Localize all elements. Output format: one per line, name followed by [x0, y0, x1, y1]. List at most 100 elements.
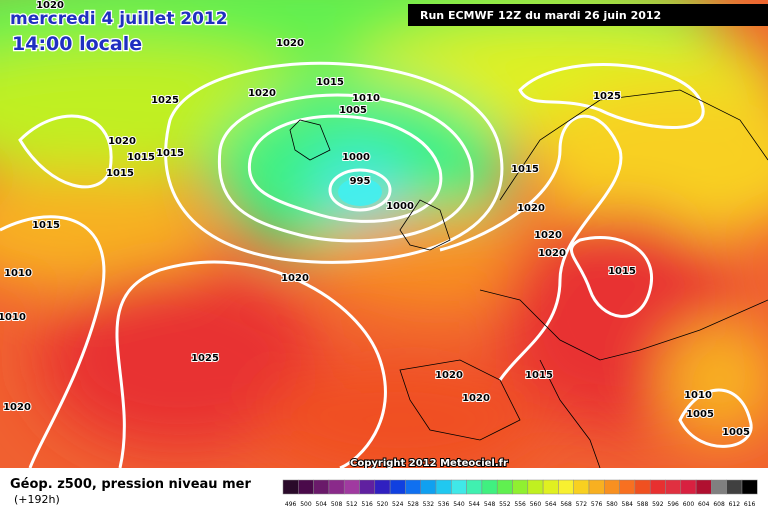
isobar-label: 1015	[106, 168, 134, 179]
isobar-label: 1000	[386, 201, 414, 212]
isobar-label: 1025	[593, 91, 621, 102]
scale-swatch	[711, 479, 727, 495]
isobar-label: 1025	[151, 95, 179, 106]
scale-swatch	[558, 479, 574, 495]
scale-label: 540	[453, 501, 465, 508]
isobar-label: 1015	[316, 77, 344, 88]
lead-time: (+192h)	[14, 493, 60, 506]
scale-swatch	[420, 479, 437, 495]
scale-swatch	[405, 479, 421, 495]
scale-swatch	[649, 479, 666, 495]
scale-label: 500	[300, 501, 312, 508]
scale-swatch	[680, 479, 697, 495]
scale-swatch	[604, 479, 620, 495]
scale-label: 584	[622, 501, 634, 508]
scale-label: 572	[576, 501, 588, 508]
run-info: Run ECMWF 12Z du mardi 26 juin 2012	[420, 9, 661, 22]
isobar-label: 1020	[517, 203, 545, 214]
scale-label: 608	[713, 501, 725, 508]
scale-swatch	[634, 479, 651, 495]
scale-label: 580	[606, 501, 618, 508]
isobar-label: 1015	[511, 164, 539, 175]
isobar-label: 1020	[276, 38, 304, 49]
scale-swatch	[741, 479, 758, 495]
isobar-label: 1020	[3, 402, 31, 413]
isobar-label: 1010	[684, 390, 712, 401]
isobars	[0, 61, 753, 468]
isobar-label: 1020	[435, 370, 463, 381]
isobar-label: 1015	[156, 148, 184, 159]
scale-swatch	[328, 479, 345, 495]
run-box	[408, 4, 768, 26]
isobar-label: 1005	[686, 409, 714, 420]
isobar-label: 1005	[339, 105, 367, 116]
scale-swatch	[573, 479, 590, 495]
scale-swatch	[726, 479, 743, 495]
scale-swatch	[512, 479, 529, 495]
scale-swatch	[619, 479, 636, 495]
scale-swatch	[466, 479, 483, 495]
scale-label: 548	[484, 501, 496, 508]
scale-swatch	[359, 479, 376, 495]
isobar-label: 1020	[462, 393, 490, 404]
scale-swatch	[481, 479, 498, 495]
isobar-label: 1000	[342, 152, 370, 163]
scale-swatch	[435, 479, 452, 495]
scale-swatch	[542, 479, 559, 495]
scale-label: 600	[683, 501, 695, 508]
copyright: Copyright 2012 Meteociel.fr	[350, 458, 508, 469]
scale-swatch	[665, 479, 682, 495]
isobar-label: 995	[350, 176, 371, 187]
scale-label: 592	[652, 501, 664, 508]
scale-swatch	[298, 479, 314, 495]
scale-label: 560	[530, 501, 542, 508]
isobar-label: 1020	[281, 273, 309, 284]
isobar-label: 1020	[534, 230, 562, 241]
isobar-label: 1020	[538, 248, 566, 259]
scale-label: 496	[285, 501, 297, 508]
scale-swatch	[496, 479, 513, 495]
isobar-label: 1015	[127, 152, 155, 163]
scale-label: 568	[560, 501, 572, 508]
field	[0, 0, 768, 468]
isobar-label: 1005	[722, 427, 750, 438]
scale-label: 524	[392, 501, 404, 508]
legend-title: Géop. z500, pression niveau mer	[10, 477, 251, 492]
isobar-label: 1015	[32, 220, 60, 231]
isobar-label: 1010	[0, 312, 26, 323]
date-title: mercredi 4 juillet 2012	[10, 9, 228, 29]
scale-swatch	[451, 479, 467, 495]
scale-swatch	[313, 479, 330, 495]
scale-label: 520	[377, 501, 389, 508]
time-title: 14:00 locale	[12, 33, 142, 55]
scale-label: 576	[591, 501, 603, 508]
isobar-label: 1020	[248, 88, 276, 99]
isobar-label: 1010	[352, 93, 380, 104]
scale-swatch	[588, 479, 605, 495]
isobar-label: 1020	[108, 136, 136, 147]
scale-swatch	[695, 479, 712, 495]
scale-label: 596	[667, 501, 679, 508]
isobar-label: 1025	[191, 353, 219, 364]
scale-label: 508	[331, 501, 343, 508]
coastlines	[289, 89, 768, 468]
scale-label: 516	[361, 501, 373, 508]
scale-swatch	[343, 479, 360, 495]
scale-label: 604	[698, 501, 710, 508]
scale-label: 544	[469, 501, 481, 508]
scale-swatch	[374, 479, 391, 495]
scale-label: 504	[316, 501, 328, 508]
isobar-label: 1015	[525, 370, 553, 381]
isobar-label: 1020	[36, 0, 64, 11]
scale-swatch	[282, 479, 299, 495]
scale-swatch	[527, 479, 544, 495]
scale-label: 612	[729, 501, 741, 508]
scale-label: 532	[423, 501, 435, 508]
scale-label: 564	[545, 501, 557, 508]
isobar-label: 1010	[4, 268, 32, 279]
scale-label: 588	[637, 501, 649, 508]
scale-label: 552	[499, 501, 511, 508]
scale-swatch	[389, 479, 406, 495]
scale-label: 616	[744, 501, 756, 508]
